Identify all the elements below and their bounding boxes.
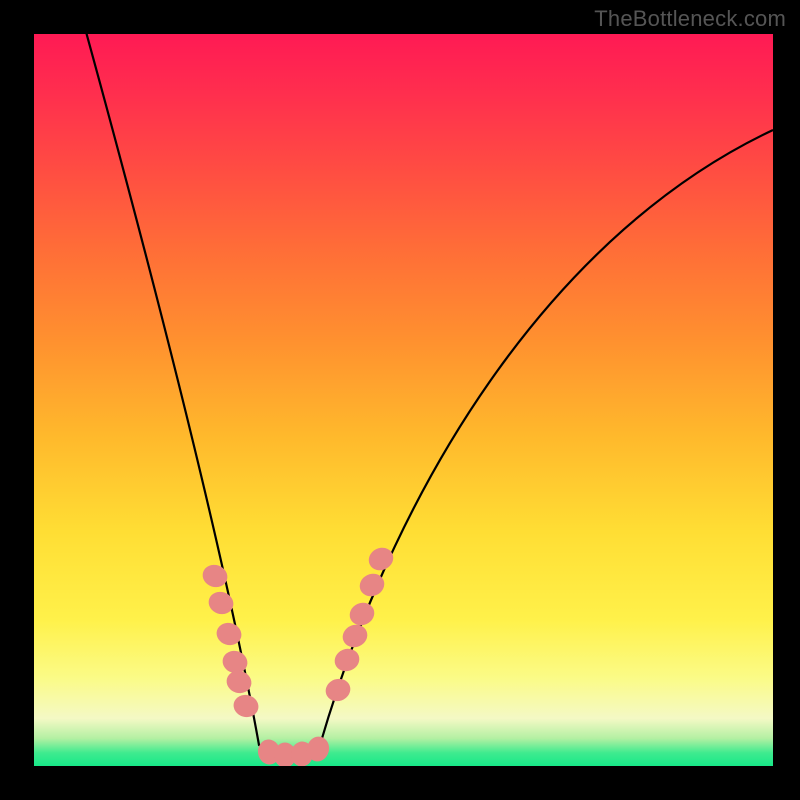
chart-container: TheBottleneck.com xyxy=(0,0,800,800)
watermark-text: TheBottleneck.com xyxy=(594,6,786,32)
plot-background xyxy=(34,34,773,766)
bottleneck-chart-svg xyxy=(0,0,800,800)
